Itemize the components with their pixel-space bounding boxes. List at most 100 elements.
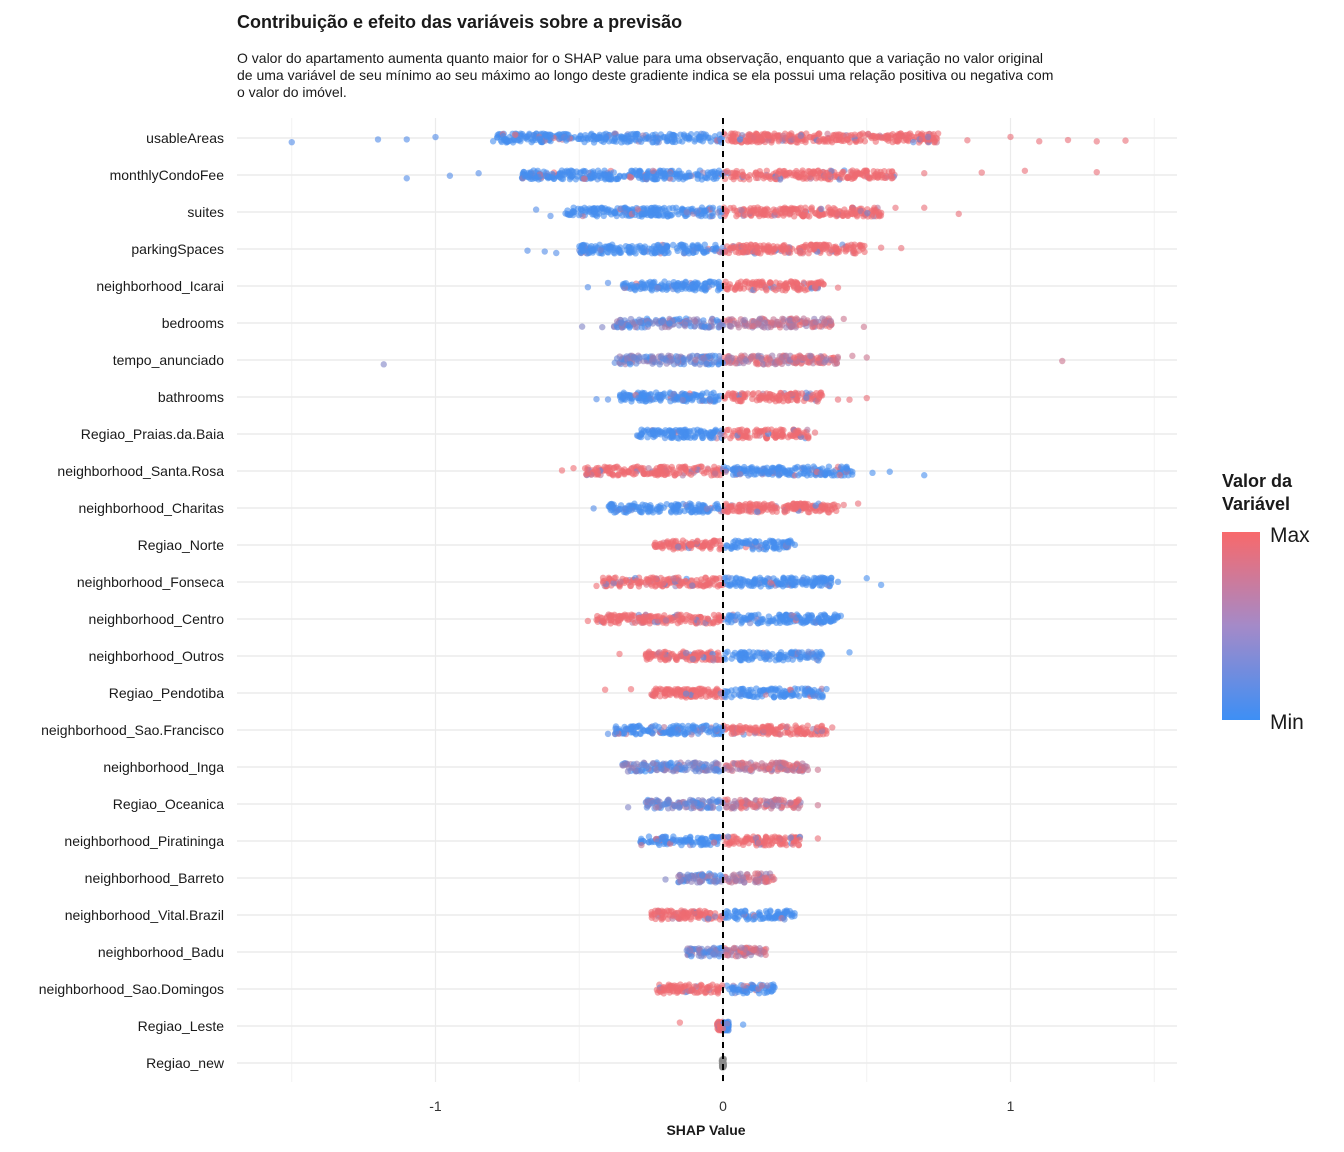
shap-point [861, 173, 868, 180]
shap-point [677, 611, 685, 619]
shap-point [616, 172, 623, 180]
shap-point [640, 470, 648, 478]
shap-point [882, 174, 890, 182]
shap-point [582, 131, 589, 139]
shap-point [822, 169, 830, 177]
shap-point [896, 132, 903, 140]
shap-point [636, 507, 643, 514]
shap-point [531, 134, 539, 142]
shap-point [822, 136, 829, 144]
feature-points-neighborhood_Charitas [590, 500, 862, 516]
shap-point [627, 613, 635, 621]
shap-point [693, 130, 701, 138]
shap-point [814, 211, 821, 218]
shap-point [517, 135, 524, 143]
shap-point [636, 318, 643, 326]
shap-point [752, 174, 760, 182]
shap-point [687, 434, 694, 441]
shap-point [1007, 133, 1014, 141]
shap-point [655, 243, 663, 250]
shap-point [707, 278, 715, 285]
shap-point [727, 434, 734, 442]
shap-point [760, 394, 768, 402]
shap-point [681, 249, 689, 256]
shap-point [812, 502, 819, 509]
shap-point [785, 574, 792, 582]
shap-point [742, 357, 750, 364]
shap-point [677, 580, 685, 587]
shap-point [806, 168, 813, 175]
shap-point [654, 617, 661, 624]
shap-point [812, 318, 820, 326]
shap-point [698, 467, 706, 475]
shap-point [820, 618, 827, 625]
shap-point [877, 244, 885, 251]
shap-point [537, 138, 545, 146]
shap-point [590, 170, 597, 177]
shap-point [775, 397, 783, 404]
shap-point [574, 135, 582, 143]
shap-point [578, 323, 586, 330]
shap-point [846, 138, 853, 146]
shap-point [667, 352, 674, 360]
shap-point [910, 138, 917, 146]
shap-point [532, 175, 540, 182]
shap-point [1093, 138, 1100, 145]
shap-point [599, 323, 606, 331]
shap-point [711, 537, 719, 544]
shap-point [737, 542, 744, 550]
shap-point [656, 464, 664, 471]
feature-points-neighborhood_Santa.Rosa [558, 463, 928, 479]
shap-point [807, 352, 814, 360]
shap-point [850, 211, 857, 218]
shap-point [692, 318, 699, 325]
shap-point [769, 616, 777, 623]
shap-point [669, 204, 676, 212]
shap-point [632, 470, 639, 477]
shap-point [686, 427, 694, 435]
shap-point [682, 278, 689, 286]
shap-point [692, 356, 699, 363]
shap-point [745, 132, 753, 140]
shap-point [764, 426, 772, 433]
shap-point [924, 133, 932, 141]
shap-point [645, 464, 652, 472]
feature-points-parkingSpaces [524, 241, 905, 257]
shap-point [652, 206, 660, 213]
shap-point [850, 247, 858, 254]
shap-point [669, 132, 677, 139]
shap-point [638, 244, 646, 251]
shap-point [563, 135, 570, 142]
shap-point [779, 286, 786, 294]
shap-point [776, 471, 783, 478]
shap-point [789, 581, 796, 589]
shap-point [773, 577, 781, 584]
shap-point [637, 578, 645, 585]
shap-point [604, 396, 612, 403]
shap-point [678, 170, 685, 177]
shap-point [863, 575, 870, 582]
shap-point [869, 469, 876, 477]
shap-point [742, 211, 749, 219]
shap-point [766, 279, 774, 286]
shap-point [663, 135, 671, 142]
feature-points-neighborhood_Fonseca [593, 574, 885, 590]
shap-point [725, 283, 732, 290]
shap-point [751, 432, 759, 439]
shap-point [725, 354, 732, 361]
shap-point [660, 579, 668, 586]
shap-point [679, 537, 687, 544]
shap-point [703, 360, 710, 367]
shap-point [740, 242, 747, 250]
shap-point [681, 463, 688, 471]
shap-point [978, 169, 985, 176]
shap-point [778, 321, 786, 329]
shap-point [810, 246, 817, 253]
shap-point [785, 539, 792, 546]
shap-point [610, 137, 618, 145]
shap-point [532, 206, 540, 213]
shap-point [852, 138, 860, 146]
shap-point [736, 575, 744, 583]
shap-point [645, 395, 653, 402]
shap-point [736, 136, 744, 143]
